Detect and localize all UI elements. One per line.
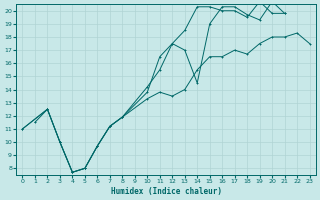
X-axis label: Humidex (Indice chaleur): Humidex (Indice chaleur) bbox=[110, 187, 221, 196]
